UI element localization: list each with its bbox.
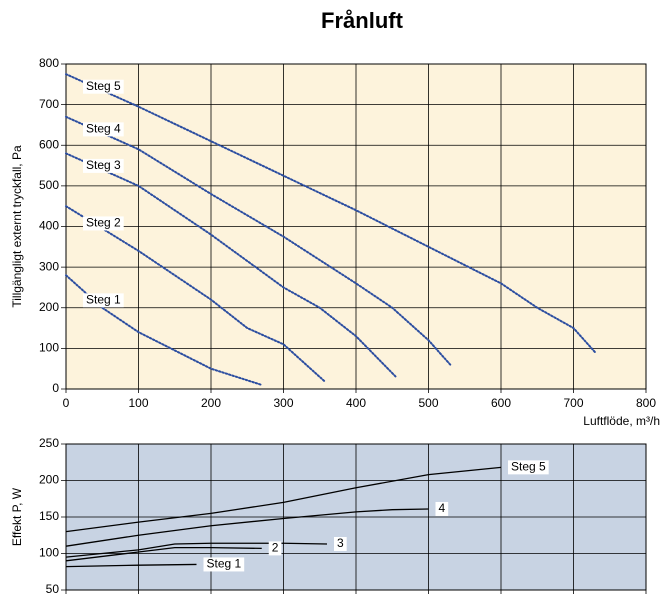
series-label-box [268,541,282,556]
x-tick-label: 300 [273,396,293,410]
y-tick-label: 200 [39,300,59,314]
x-tick-label: 600 [491,396,511,410]
series-label: Steg 1 [207,557,242,571]
series-label-box [203,557,245,572]
series-line [65,73,597,354]
x-tick-label: 400 [346,396,366,410]
series-label: 4 [439,501,446,515]
series-label: Steg 5 [511,460,546,474]
x-tick-label: 500 [418,396,438,410]
y-tick-label: 500 [39,178,59,192]
x-tick-label: 0 [63,396,70,410]
series-label-box [83,158,124,173]
y-tick-label: 100 [39,341,59,355]
series-label: Steg 5 [86,79,121,93]
series-line [65,115,452,366]
series-label-box [83,216,124,231]
series-label-box [508,460,549,475]
x-tick-label: 700 [563,396,583,410]
series-line [65,547,262,562]
y-tick-label: 250 [39,436,59,450]
series-label: 2 [272,541,279,555]
x-tick-label: 200 [201,396,221,410]
y-tick-label: 150 [39,509,59,523]
series-line [65,466,502,533]
series-label: Steg 1 [86,293,121,307]
y-axis-label: Tillgängligt externt tryckfall, Pa [10,145,24,308]
y-tick-label: 300 [39,259,59,273]
series-label: Steg 3 [86,158,121,172]
y-tick-label: 400 [39,219,59,233]
series-label: 3 [337,536,344,550]
series-line [65,508,429,547]
series-label: Steg 2 [86,216,121,230]
x-tick-label: 100 [128,396,148,410]
y-tick-label: 700 [39,97,59,111]
series-line [65,205,326,382]
y-axis-label: Effekt P, W [10,487,24,546]
series-label: Steg 4 [86,122,121,136]
series-label-box [83,122,124,137]
x-tick-label: 800 [636,396,656,410]
chart-title: Frånluft [321,8,404,33]
y-tick-label: 100 [39,546,59,560]
y-tick-label: 0 [52,381,59,395]
y-tick-label: 800 [39,56,59,70]
y-tick-label: 200 [39,473,59,487]
series-label-box [334,537,347,552]
series-line [65,542,328,558]
series-label-box [83,293,124,308]
series-line [65,563,197,568]
y-tick-label: 600 [39,137,59,151]
x-axis-label: Luftflöde, m³/h [583,414,660,428]
series-label-box [83,79,124,94]
series-label-box [435,501,449,516]
y-tick-label: 50 [46,582,60,594]
series-line [65,152,397,378]
